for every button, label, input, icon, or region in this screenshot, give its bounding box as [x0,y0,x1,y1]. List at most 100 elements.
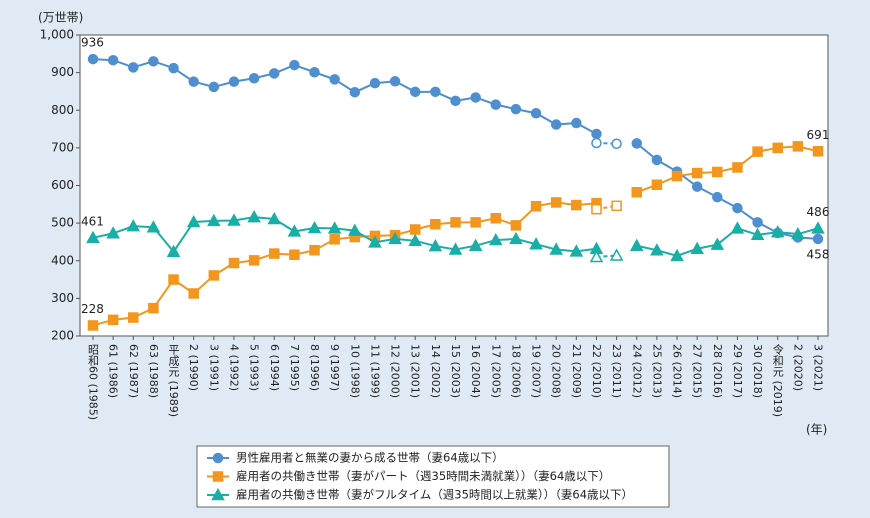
point [712,191,723,203]
data-label: 461 [81,214,104,228]
point [470,217,481,228]
point [166,244,181,257]
x-tick-label: 8 (1996) [308,344,321,391]
legend-marker [212,471,224,482]
x-tick-label: 9 (1997) [328,344,341,391]
point [530,108,542,119]
point [571,117,582,129]
point [329,234,340,245]
point [106,226,120,239]
point [450,95,461,107]
data-label: 228 [81,302,104,316]
point [691,181,703,192]
x-tick-label: 26 (2014) [671,344,684,398]
x-tick-label: 12 (2000) [389,344,402,398]
x-tick-label: 13 (2001) [409,344,422,398]
point [267,211,282,225]
x-tick-label: 21 (2009) [570,344,583,398]
x-tick-label: 2 (1990) [187,344,200,391]
point [128,62,139,73]
x-unit: (年) [806,423,827,437]
legend-label: 男性雇用者と無業の妻から成る世帯（妻64歳以下） [236,451,504,465]
x-tick-label: 4 (1992) [227,344,240,391]
point [409,224,421,235]
point [86,230,100,244]
data-label: 691 [807,128,830,142]
x-tick-label: 23 (2011) [610,344,623,398]
point [349,86,361,98]
point [107,54,119,66]
point [188,288,199,299]
point [228,76,240,87]
point [631,138,642,149]
estimate-point [611,138,622,149]
point [450,217,461,228]
point [549,242,563,255]
point [732,162,743,173]
point [752,217,763,228]
x-tick-label: 3 (1991) [207,344,220,391]
point [188,76,199,87]
point [752,146,763,157]
point [791,226,805,240]
point [811,221,825,234]
estimate-point [611,200,622,212]
point [812,146,824,157]
x-tick-label: 14 (2002) [429,344,442,398]
y-tick-label: 400 [51,253,74,267]
point [529,237,543,250]
point [348,223,362,236]
point [671,170,683,182]
point [146,220,161,233]
point [550,197,562,208]
x-tick-label: 2 (2020) [791,344,804,391]
x-tick-label: 令和元 (2019) [771,343,784,417]
point [470,92,481,103]
point [126,219,141,232]
point [591,128,602,140]
point [248,73,260,84]
point [712,166,723,178]
point [509,231,523,245]
x-tick-label: 15 (2003) [449,344,462,398]
x-tick-label: 18 (2006) [509,344,522,398]
x-tick-label: 10 (1998) [348,344,361,398]
point [770,225,785,238]
point [448,242,463,255]
x-tick-label: 3 (2021) [812,344,825,391]
point [750,227,765,241]
data-label: 458 [807,247,830,261]
point [168,274,179,285]
x-tick-label: 61 (1986) [107,344,120,398]
y-tick-label: 600 [51,178,74,192]
point [428,239,443,252]
x-tick-label: 62 (1987) [127,344,140,398]
point [388,231,402,245]
y-tick-label: 1,000 [40,28,74,42]
point [269,248,280,259]
point [409,86,421,98]
point [670,248,684,262]
point [772,142,783,154]
legend-marker [211,487,225,501]
point [651,154,663,166]
point [148,302,159,314]
point [307,220,322,234]
estimate-point [591,137,602,149]
x-tick-label: 24 (2012) [630,344,643,398]
estimate-point [609,248,624,261]
point [468,238,483,251]
estimate-point [589,249,604,263]
point [691,167,703,179]
point [148,56,159,67]
x-tick-label: 25 (2013) [650,344,663,398]
point [208,270,220,281]
x-tick-label: 16 (2004) [469,344,482,398]
x-tick-label: 17 (2005) [489,344,502,398]
x-tick-label: 5 (1993) [248,344,261,391]
point [186,214,201,228]
y-tick-label: 200 [51,329,74,343]
point [87,53,99,65]
point [430,219,441,230]
